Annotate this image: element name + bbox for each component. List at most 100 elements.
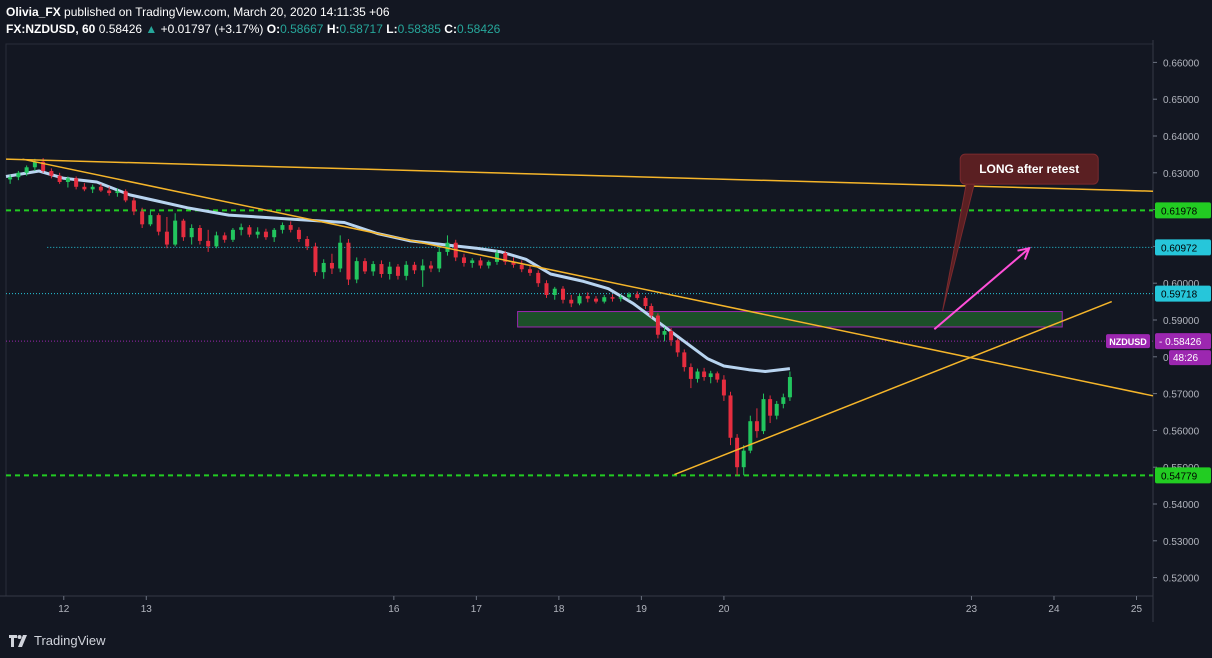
candle-body [371,264,376,272]
open-value: 0.58667 [280,22,324,36]
candle-body [24,167,29,173]
candle-body [49,170,54,176]
candle-body [702,371,707,378]
chart-background [0,40,1212,622]
candle-body [230,229,235,240]
candle-body [346,242,351,280]
candle-body [173,220,178,245]
candle-body [715,373,720,380]
candle-body [781,397,786,404]
annotation-box [959,153,1099,185]
candle-body [761,399,766,432]
y-tick-label: 0.60000 [1163,279,1200,290]
candle-body [445,242,450,252]
chart-footer: TradingView [0,626,1212,658]
candle-body [338,242,343,269]
candle-body [197,228,202,241]
x-tick-label: 24 [1048,604,1060,615]
candle-body [627,294,632,298]
candle-body [569,299,574,304]
candle-body [748,421,753,451]
candle-body [774,403,779,416]
chart-area[interactable]: 0.660000.650000.640000.630000.620000.610… [0,40,1212,622]
candle-body [412,264,417,271]
candle-body [649,306,654,316]
candle-body [288,225,293,230]
candle-body [107,190,112,194]
candle-body [362,261,367,272]
candle-body [90,186,95,190]
x-tick-label: 13 [141,604,153,615]
candle-body [754,421,759,432]
candle-body [247,227,252,235]
publish-info: Olivia_FX published on TradingView.com, … [6,5,390,19]
price-level-label: 0.60972 [1161,243,1198,254]
candle-body [643,297,648,307]
candle-body [552,288,557,295]
candle-body [577,296,582,304]
tradingview-brand[interactable]: TradingView [34,633,106,648]
candle-body [688,367,693,379]
price-level-badge [1155,285,1211,302]
last-price: 0.58426 [98,22,143,36]
symbol-interval[interactable]: FX:NZDUSD, 60 [6,22,96,36]
candle-body [263,231,268,238]
trendline [22,158,1154,397]
y-tick-label: 0.65000 [1163,95,1200,106]
y-tick-label: 0.64000 [1163,132,1200,143]
candle-body [296,229,301,240]
price-level-badge [1155,202,1211,219]
candle-body [519,264,524,270]
candle-body [115,191,120,194]
candle-body [662,331,667,335]
tradingview-logo-icon[interactable] [8,632,30,650]
candle-body [82,186,87,190]
candle-body [222,235,227,240]
author-name[interactable]: Olivia_FX [6,5,61,19]
candle-body [148,215,153,225]
candle-body [494,253,499,262]
annotation-text: LONG after retest [979,162,1079,176]
candle-body [618,297,623,299]
projection-arrow-head [1017,246,1031,260]
candle-body [503,253,508,262]
x-tick-label: 19 [636,604,648,615]
candle-body [675,340,680,353]
candle-body [735,437,740,468]
symbol-info: FX:NZDUSD, 60 0.58426 ▲ +0.01797 (+3.17%… [6,22,500,36]
close-value: 0.58426 [456,22,501,36]
candle-body [123,191,128,201]
candle-body [741,450,746,468]
candle-body [305,239,310,247]
candle-body [478,260,483,266]
trendline [5,158,1154,192]
price-level-label: 0.59718 [1161,290,1198,301]
countdown-label: 48:26 [1173,353,1198,364]
candle-body [560,288,565,300]
trendline [674,300,1113,476]
candle-body [486,261,491,266]
price-chart[interactable]: 0.660000.650000.640000.630000.620000.610… [0,40,1212,622]
candle-body [695,371,700,379]
price-level-label: 0.61978 [1161,206,1198,217]
candle-body [682,352,687,368]
candle-body [708,373,713,378]
candle-body [728,395,733,438]
candle-body [511,261,516,265]
candle-body [181,220,186,238]
candle-body [585,296,590,299]
current-price-label: - 0.58426 [1159,337,1202,348]
candle-body [164,231,169,245]
open-label: O: [266,22,281,36]
x-tick-label: 18 [553,604,565,615]
candle-body [280,225,285,230]
candle-body [602,297,607,302]
candle-body [721,379,726,396]
candle-body [32,161,37,168]
candle-body [610,297,615,299]
candle-body [214,235,219,247]
candles-group [8,158,792,476]
candle-body [329,262,334,269]
candle-body [387,266,392,274]
x-tick-label: 25 [1131,604,1143,615]
